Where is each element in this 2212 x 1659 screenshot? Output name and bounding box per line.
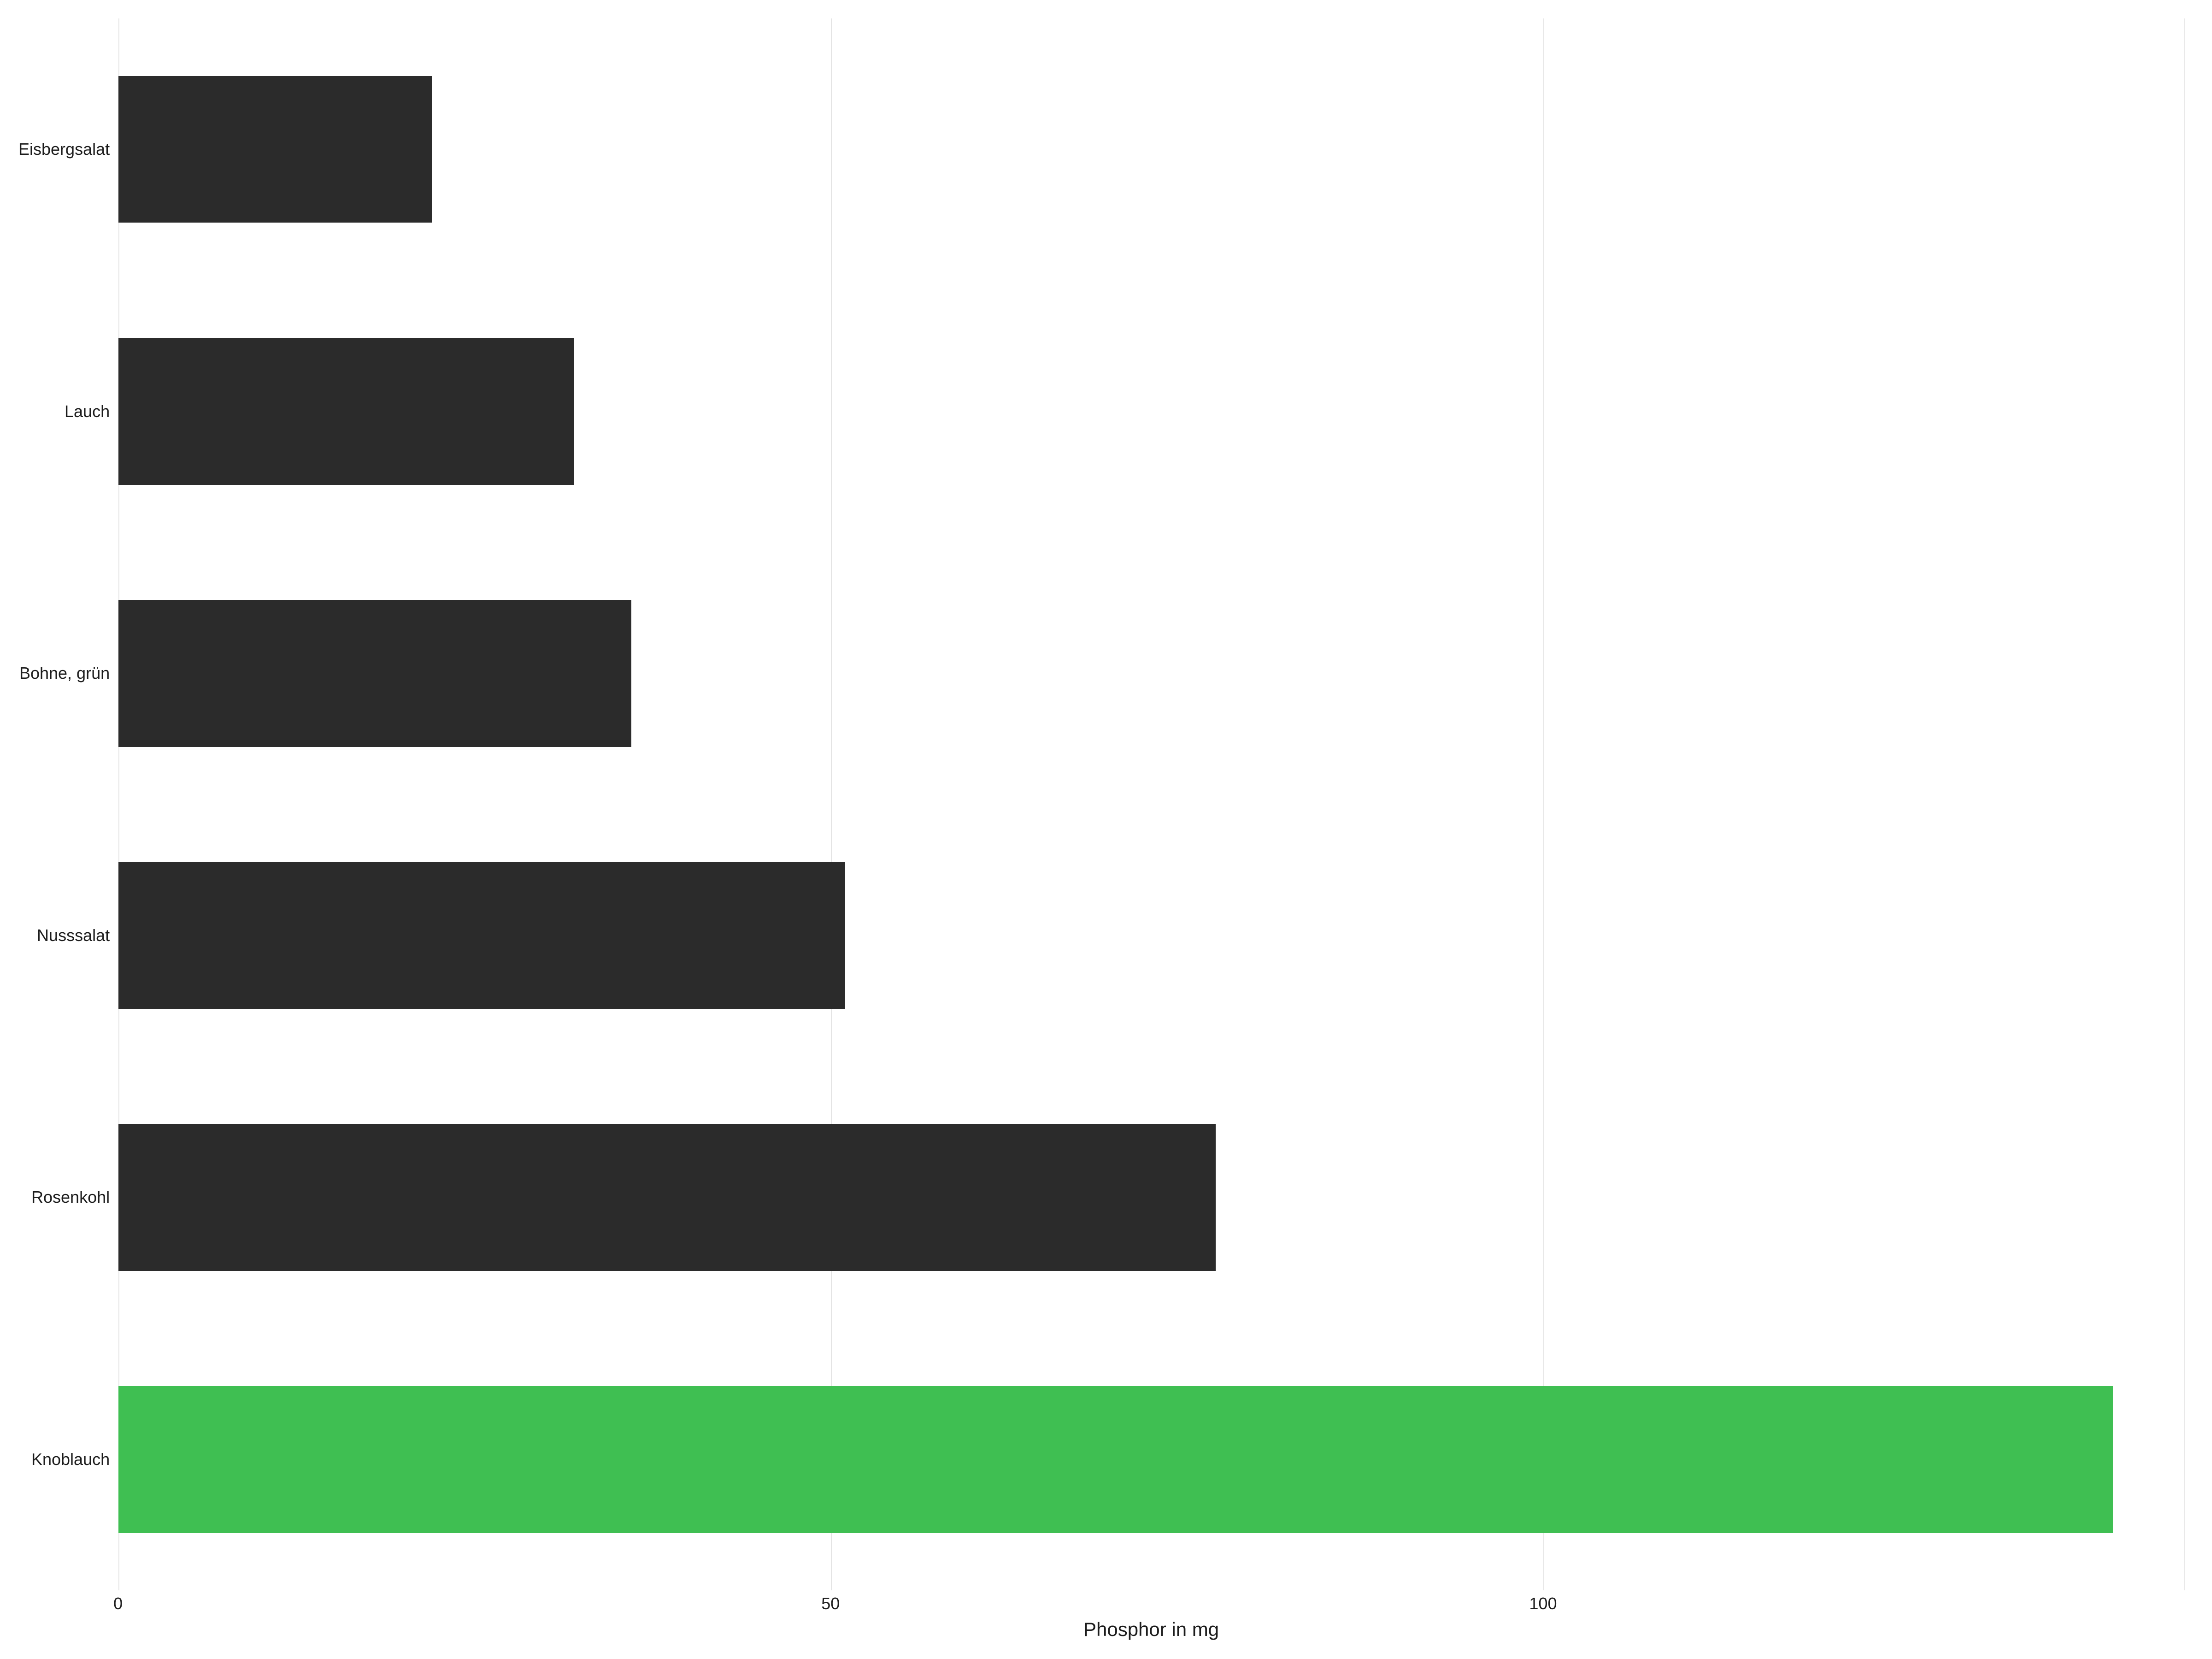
x-tick: 50 (821, 1594, 840, 1613)
x-axis-spacer (18, 1594, 118, 1616)
bar (118, 76, 432, 223)
y-label: Knoblauch (18, 1450, 110, 1469)
bar-row (118, 338, 2184, 485)
x-tick: 0 (113, 1594, 123, 1613)
x-tick: 100 (1529, 1594, 1557, 1613)
x-axis-ticks: 050100 (118, 1594, 2184, 1616)
x-axis-spacer-2 (18, 1618, 118, 1641)
bar (118, 338, 574, 485)
bar-row (118, 76, 2184, 223)
bar-row (118, 862, 2184, 1009)
bars (118, 18, 2184, 1590)
bar-row (118, 1124, 2184, 1271)
y-axis-labels: Eisbergsalat Lauch Bohne, grün Nusssalat Ros… (18, 18, 118, 1590)
bar (118, 1124, 1216, 1271)
x-title-row: Phosphor in mg (18, 1618, 2184, 1641)
y-label: Eisbergsalat (18, 140, 110, 159)
y-label: Bohne, grün (18, 664, 110, 683)
x-axis: 0 50 100 (18, 1594, 2184, 1616)
bar-row (118, 600, 2184, 747)
gridline (2184, 18, 2185, 1590)
y-label: Nusssalat (18, 926, 110, 945)
x-axis-title: Phosphor in mg (118, 1618, 2184, 1641)
bar-row (118, 1386, 2184, 1533)
y-label: Lauch (18, 402, 110, 421)
phosphor-bar-chart: Eisbergsalat Lauch Bohne, grün Nusssalat Ros… (18, 18, 2184, 1641)
y-label: Rosenkohl (18, 1188, 110, 1207)
plot-area: Eisbergsalat Lauch Bohne, grün Nusssalat Ros… (18, 18, 2184, 1590)
bar (118, 600, 631, 747)
bars-container (118, 18, 2184, 1590)
bar (118, 1386, 2113, 1533)
bar (118, 862, 845, 1009)
